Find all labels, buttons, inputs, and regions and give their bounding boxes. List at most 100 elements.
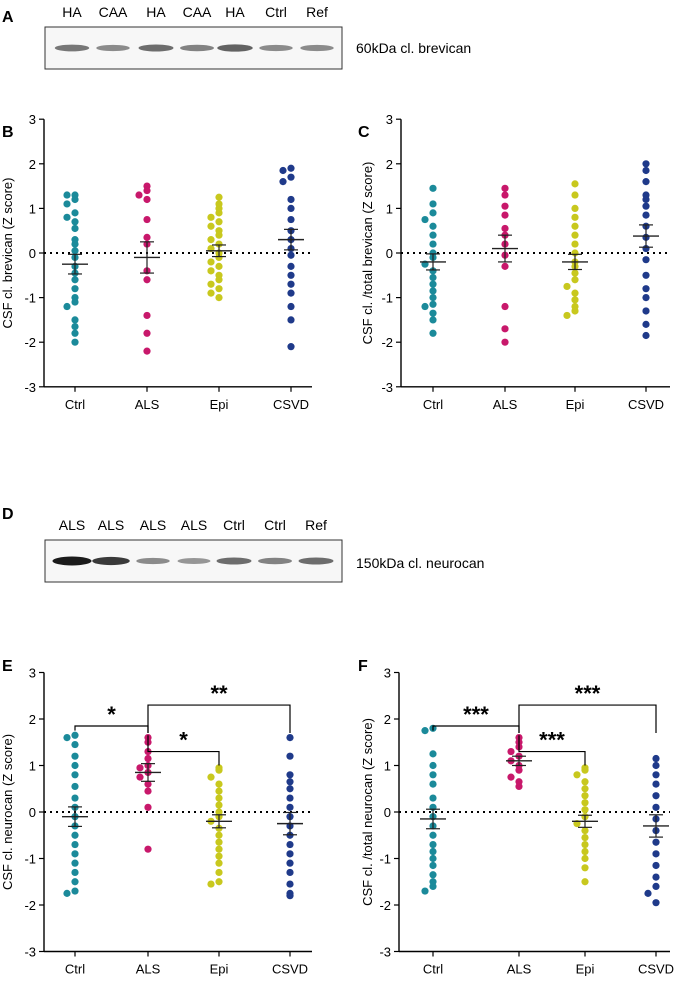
data-point-epi (571, 204, 579, 212)
data-point-epi (581, 792, 589, 800)
x-tick-label: Epi (576, 962, 595, 977)
data-point-ctrl (71, 209, 79, 217)
data-point-csvd (287, 251, 295, 259)
data-point-ctrl (63, 200, 71, 208)
data-point-csvd (652, 899, 660, 907)
chart-f: 3 2 1 0 -1 -2 -3 CSF cl. /total neurocan (Z sco… (360, 666, 674, 977)
data-point-csvd (652, 771, 660, 779)
blot-band (136, 557, 170, 565)
data-point-epi (581, 854, 589, 863)
lane-label: Ctrl (264, 517, 286, 533)
x-tick-label: ALS (507, 962, 532, 977)
data-point-csvd (287, 302, 295, 311)
data-point-epi (215, 794, 223, 802)
data-point-epi (581, 766, 589, 774)
significance-bracket (518, 735, 586, 766)
data-point-csvd (642, 256, 650, 264)
panel-label-a: A (2, 9, 14, 26)
lane-label: Ref (306, 4, 328, 20)
y-axis-label: CSF cl. neurocan (Z score) (0, 734, 15, 890)
data-point-csvd (279, 166, 287, 175)
data-point-als (143, 329, 151, 337)
data-point-epi (215, 276, 223, 284)
data-point-epi (571, 231, 579, 239)
data-point-epi (571, 222, 579, 230)
data-point-csvd (642, 331, 650, 340)
data-point-als (501, 262, 509, 270)
data-point-epi (207, 258, 215, 266)
y-tick-label: 3 (29, 666, 36, 681)
western-blot-a: HA CAA HA CAA HA Ctrl Ref (44, 4, 343, 70)
x-tick-label: CSVD (638, 962, 674, 977)
blot-band (298, 557, 334, 565)
data-point-ctrl (71, 285, 79, 293)
significance-bracket (432, 725, 520, 733)
data-point-epi (563, 282, 571, 291)
y-tick-label: -1 (24, 291, 36, 306)
data-point-epi (207, 267, 215, 275)
y-tick-label: 2 (386, 157, 393, 172)
data-point-als (144, 845, 152, 853)
significance-stars: *** (463, 702, 489, 727)
data-point-ctrl (71, 761, 79, 770)
western-blot-d: ALS ALS ALS ALS Ctrl Ctrl Ref (44, 517, 343, 583)
y-axis-label: CSF cl. /total brevican (Z score) (360, 162, 375, 345)
data-point-csvd (286, 794, 294, 802)
data-point-epi (215, 294, 223, 302)
data-point-epi (207, 236, 215, 244)
data-point-epi (215, 801, 223, 809)
data-point-epi (571, 289, 579, 297)
data-point-ctrl (429, 761, 437, 770)
data-point-ctrl (63, 889, 71, 897)
panel-label-b: B (2, 124, 14, 141)
blot-band (217, 44, 253, 52)
y-tick-label: -2 (381, 335, 393, 350)
y-tick-label: 3 (386, 112, 393, 127)
lane-label: ALS (181, 517, 207, 533)
data-point-als (515, 766, 523, 774)
y-tick-label: -1 (381, 291, 393, 306)
lane-label: HA (146, 4, 166, 20)
data-point-epi (215, 253, 223, 262)
data-point-csvd (287, 280, 295, 288)
data-point-csvd (652, 861, 660, 870)
lane-label: CAA (99, 4, 128, 20)
x-tick-label: Ctrl (423, 397, 443, 412)
lane-label: Ctrl (223, 517, 245, 533)
blot-band (300, 44, 334, 52)
data-point-ctrl (71, 276, 79, 284)
y-axis-label: CSF cl. brevican (Z score) (0, 178, 15, 329)
lane-label: ALS (140, 517, 166, 533)
data-point-csvd (287, 195, 295, 204)
data-point-ctrl (71, 338, 79, 346)
data-point-csvd (642, 320, 650, 328)
data-point-epi (215, 838, 223, 846)
blot-band (54, 44, 90, 52)
data-point-csvd (286, 803, 294, 811)
data-point-als (144, 803, 152, 811)
y-tick-label: 2 (384, 712, 391, 727)
data-point-als (135, 191, 143, 199)
data-point-ctrl (71, 740, 79, 749)
data-point-als (501, 224, 509, 233)
y-tick-label: 0 (29, 805, 36, 820)
data-point-als (143, 215, 151, 224)
data-point-als (144, 780, 152, 788)
data-point-als (501, 211, 509, 219)
data-point-csvd (287, 204, 295, 212)
y-tick-label: -1 (24, 852, 36, 867)
data-point-als (143, 233, 151, 241)
chart-e: 3 2 1 0 -1 -2 -3 CSF cl. neurocan (Z score) Ctrl… (0, 666, 312, 977)
significance-stars: ** (210, 681, 228, 706)
data-point-epi (215, 766, 223, 774)
y-tick-label: 0 (384, 805, 391, 820)
data-point-csvd (652, 754, 660, 763)
blot-d-caption: 150kDa cl. neurocan (356, 555, 484, 571)
significance-bracket (74, 725, 149, 733)
data-point-epi (571, 191, 579, 199)
data-point-csvd (652, 792, 660, 800)
x-tick-label: Epi (566, 397, 585, 412)
data-point-ctrl (421, 727, 429, 735)
blot-band (258, 557, 292, 565)
data-point-csvd (642, 195, 650, 204)
